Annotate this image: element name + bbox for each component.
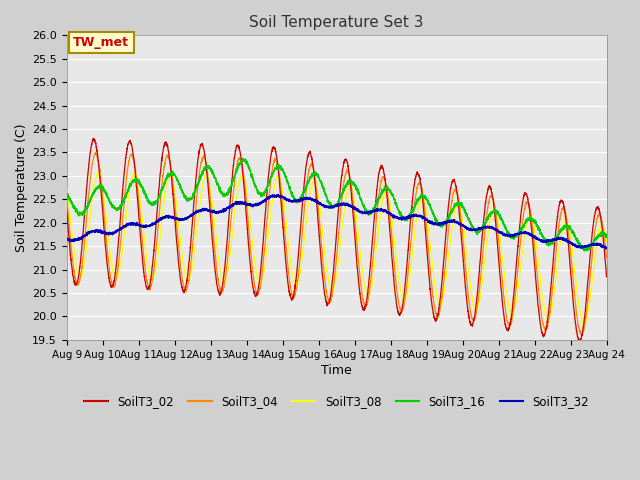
SoilT3_16 — [270, 168, 278, 174]
SoilT3_08 — [534, 256, 542, 262]
Line: SoilT3_32: SoilT3_32 — [67, 195, 607, 249]
SoilT3_04 — [603, 255, 611, 261]
SoilT3_02 — [576, 338, 584, 344]
SoilT3_02 — [157, 168, 164, 174]
SoilT3_08 — [579, 322, 587, 327]
SoilT3_08 — [157, 228, 164, 234]
SoilT3_02 — [593, 204, 600, 210]
SoilT3_04 — [125, 161, 132, 167]
SoilT3_32 — [602, 246, 610, 252]
SoilT3_08 — [294, 281, 301, 287]
SoilT3_08 — [593, 245, 600, 251]
SoilT3_04 — [593, 220, 600, 226]
SoilT3_04 — [294, 278, 301, 284]
SoilT3_02 — [603, 274, 611, 279]
SoilT3_16 — [239, 156, 247, 161]
Title: Soil Temperature Set 3: Soil Temperature Set 3 — [250, 15, 424, 30]
SoilT3_16 — [581, 248, 589, 254]
SoilT3_32 — [592, 240, 600, 246]
SoilT3_32 — [534, 236, 542, 241]
X-axis label: Time: Time — [321, 364, 352, 377]
SoilT3_32 — [125, 222, 132, 228]
SoilT3_04 — [157, 196, 164, 202]
SoilT3_32 — [157, 216, 164, 222]
SoilT3_32 — [63, 236, 70, 241]
SoilT3_32 — [603, 246, 611, 252]
SoilT3_08 — [63, 185, 70, 191]
Line: SoilT3_02: SoilT3_02 — [67, 138, 607, 341]
SoilT3_16 — [157, 190, 164, 195]
SoilT3_32 — [294, 198, 301, 204]
SoilT3_32 — [274, 192, 282, 198]
SoilT3_04 — [534, 281, 542, 287]
SoilT3_02 — [270, 145, 278, 151]
Line: SoilT3_16: SoilT3_16 — [67, 158, 607, 251]
SoilT3_04 — [577, 332, 585, 338]
Y-axis label: Soil Temperature (C): Soil Temperature (C) — [15, 123, 28, 252]
SoilT3_02 — [63, 207, 70, 213]
SoilT3_08 — [603, 240, 611, 245]
SoilT3_04 — [270, 157, 278, 163]
SoilT3_16 — [294, 200, 301, 206]
SoilT3_08 — [125, 195, 132, 201]
SoilT3_02 — [125, 141, 132, 146]
SoilT3_16 — [63, 190, 70, 196]
SoilT3_08 — [95, 170, 102, 176]
Text: TW_met: TW_met — [73, 36, 129, 49]
SoilT3_16 — [593, 234, 600, 240]
SoilT3_16 — [125, 186, 132, 192]
Line: SoilT3_08: SoilT3_08 — [67, 173, 607, 324]
SoilT3_02 — [534, 302, 542, 308]
SoilT3_16 — [603, 233, 611, 239]
SoilT3_04 — [63, 194, 70, 200]
SoilT3_04 — [92, 150, 100, 156]
SoilT3_02 — [294, 264, 301, 270]
SoilT3_08 — [270, 187, 278, 192]
SoilT3_32 — [270, 193, 278, 199]
SoilT3_16 — [534, 225, 542, 230]
Legend: SoilT3_02, SoilT3_04, SoilT3_08, SoilT3_16, SoilT3_32: SoilT3_02, SoilT3_04, SoilT3_08, SoilT3_… — [79, 390, 594, 412]
SoilT3_02 — [90, 135, 98, 141]
Line: SoilT3_04: SoilT3_04 — [67, 153, 607, 335]
